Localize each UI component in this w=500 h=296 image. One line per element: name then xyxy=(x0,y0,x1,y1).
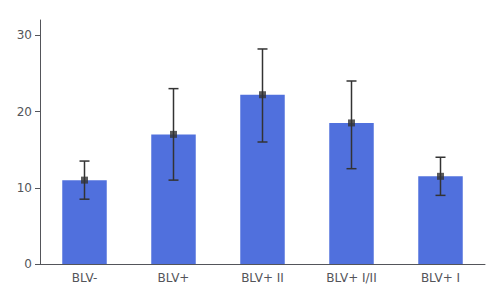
svg-text:30: 30 xyxy=(17,28,32,42)
svg-text:BLV+ I/II: BLV+ I/II xyxy=(326,271,376,285)
svg-text:10: 10 xyxy=(17,181,32,195)
svg-text:BLV+: BLV+ xyxy=(158,271,190,285)
svg-text:BLV-: BLV- xyxy=(72,271,97,285)
svg-text:BLV+ II: BLV+ II xyxy=(241,271,284,285)
svg-text:20: 20 xyxy=(17,105,32,119)
svg-text:BLV+ I: BLV+ I xyxy=(421,271,460,285)
svg-text:0: 0 xyxy=(24,257,32,271)
